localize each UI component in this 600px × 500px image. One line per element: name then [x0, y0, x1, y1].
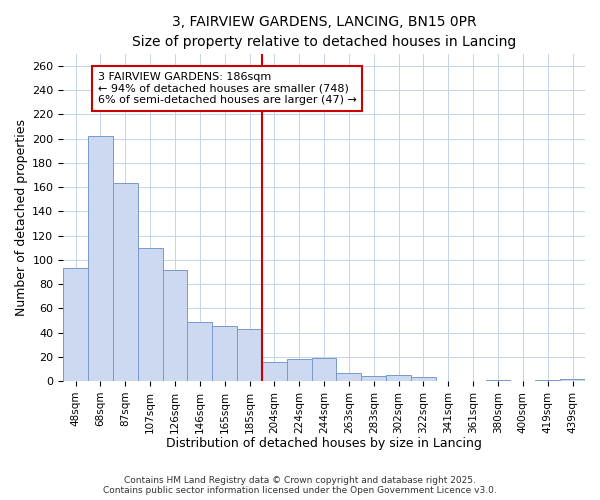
Bar: [386, 375, 411, 381]
Bar: [163, 270, 187, 381]
Title: 3, FAIRVIEW GARDENS, LANCING, BN15 0PR
Size of property relative to detached hou: 3, FAIRVIEW GARDENS, LANCING, BN15 0PR S…: [132, 15, 516, 48]
Bar: [113, 184, 137, 381]
Bar: [535, 380, 560, 381]
Bar: [137, 248, 163, 381]
Bar: [237, 329, 262, 381]
Text: Contains HM Land Registry data © Crown copyright and database right 2025.
Contai: Contains HM Land Registry data © Crown c…: [103, 476, 497, 495]
Bar: [560, 378, 585, 381]
Bar: [337, 372, 361, 381]
Y-axis label: Number of detached properties: Number of detached properties: [15, 119, 28, 316]
Bar: [212, 326, 237, 381]
Bar: [63, 268, 88, 381]
Bar: [187, 322, 212, 381]
Bar: [361, 376, 386, 381]
Bar: [411, 378, 436, 381]
X-axis label: Distribution of detached houses by size in Lancing: Distribution of detached houses by size …: [166, 437, 482, 450]
Text: 3 FAIRVIEW GARDENS: 186sqm
← 94% of detached houses are smaller (748)
6% of semi: 3 FAIRVIEW GARDENS: 186sqm ← 94% of deta…: [98, 72, 357, 105]
Bar: [287, 359, 311, 381]
Bar: [311, 358, 337, 381]
Bar: [88, 136, 113, 381]
Bar: [485, 380, 511, 381]
Bar: [262, 362, 287, 381]
